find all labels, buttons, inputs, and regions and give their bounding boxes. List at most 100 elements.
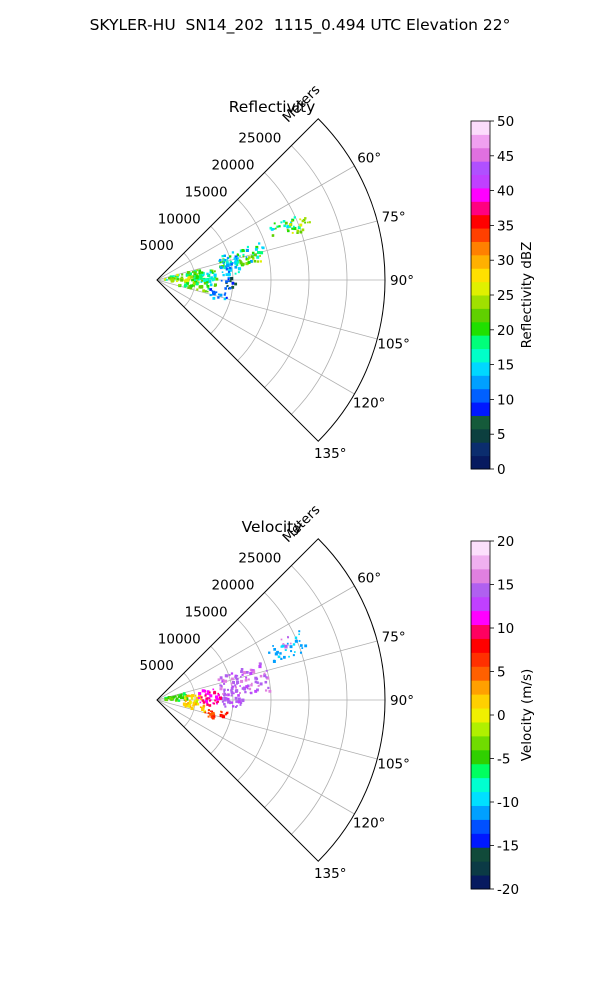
radar-gate xyxy=(247,258,250,261)
radar-gate xyxy=(191,278,194,282)
theta-tick-label: 90° xyxy=(390,273,414,289)
radar-gate xyxy=(291,227,294,230)
radar-gate xyxy=(207,715,210,718)
radar-gate xyxy=(209,271,212,274)
radar-gate xyxy=(206,690,210,693)
radar-gate xyxy=(273,648,277,651)
colorbar-segment xyxy=(471,763,490,779)
data-cells xyxy=(164,216,311,301)
radar-gate xyxy=(272,660,276,663)
radar-gate xyxy=(236,260,239,263)
radar-gate xyxy=(180,278,184,282)
radar-gate xyxy=(229,255,232,258)
radar-gate xyxy=(181,273,184,276)
radar-gate xyxy=(258,664,262,669)
radar-gate xyxy=(177,278,180,281)
range-ring xyxy=(210,645,234,755)
radar-gate xyxy=(176,280,178,283)
colorbar-segment xyxy=(471,819,490,834)
radar-gate xyxy=(194,702,197,706)
radar-gate xyxy=(198,273,201,275)
radar-gate xyxy=(236,253,239,256)
radar-gate xyxy=(192,283,195,287)
radar-gate xyxy=(267,686,270,690)
radar-gate xyxy=(231,692,233,695)
radar-gate xyxy=(287,636,290,639)
radar-gate xyxy=(203,689,207,693)
radar-gate xyxy=(211,277,216,281)
radar-gate xyxy=(235,677,239,681)
radar-gate xyxy=(208,704,212,707)
radar-gate xyxy=(228,286,232,290)
radar-gate xyxy=(168,696,172,700)
colorbar-segment xyxy=(471,749,490,765)
radar-gate xyxy=(196,702,200,706)
colorbar-tick-label: 10 xyxy=(497,392,514,408)
radar-gate xyxy=(227,278,230,281)
radar-gate xyxy=(290,220,293,223)
radar-gate xyxy=(178,283,181,287)
radar-gate xyxy=(216,702,218,705)
radar-gate xyxy=(187,702,190,705)
radar-gate xyxy=(206,283,208,286)
theta-tick-label: 135° xyxy=(314,866,347,882)
radar-gate xyxy=(239,685,241,687)
radar-gate xyxy=(266,676,270,680)
radar-gate xyxy=(227,700,231,704)
radar-gate xyxy=(276,225,279,228)
colorbar-segment xyxy=(471,388,490,403)
radar-gate xyxy=(234,674,237,677)
figure-title: SKYLER-HU SN14_202 1115_0.494 UTC Elevat… xyxy=(89,16,511,34)
radar-gate xyxy=(196,273,199,276)
radar-gate xyxy=(247,260,251,264)
radar-gate xyxy=(193,270,196,272)
radar-gate xyxy=(241,698,245,703)
panel-title: Reflectivity xyxy=(229,98,316,116)
radar-gate xyxy=(288,224,292,228)
radar-gate xyxy=(251,251,255,255)
radar-gate xyxy=(234,259,238,262)
radar-gate xyxy=(218,696,222,700)
colorbar-segment xyxy=(471,666,490,681)
radar-gate xyxy=(287,644,290,647)
radar-gate xyxy=(239,692,241,695)
radar-gate xyxy=(183,698,186,701)
radar-gate xyxy=(219,687,223,691)
radar-gate xyxy=(293,216,296,219)
colorbar-segment xyxy=(471,161,490,176)
radar-gate xyxy=(254,689,258,693)
data-cells xyxy=(164,630,308,720)
colorbar-segment xyxy=(471,541,490,556)
radar-gate xyxy=(294,639,298,643)
radar-gate xyxy=(169,275,173,279)
radar-gate xyxy=(199,276,203,280)
radar-gate xyxy=(209,294,212,297)
radar-gate xyxy=(230,672,234,675)
radar-gate xyxy=(303,218,306,222)
radar-gate xyxy=(219,261,222,264)
radar-gate xyxy=(192,701,196,705)
radar-gate xyxy=(261,246,265,250)
radar-gate xyxy=(185,284,188,287)
radar-gate xyxy=(240,675,242,678)
radar-gate xyxy=(250,255,254,259)
colorbar-tick-label: 5 xyxy=(497,427,506,443)
radar-gate xyxy=(234,282,238,286)
radar-gate xyxy=(210,276,213,279)
radar-gate xyxy=(280,657,283,660)
radar-gate xyxy=(220,279,223,282)
radar-gate xyxy=(272,645,274,647)
radar-gate xyxy=(273,222,276,225)
radar-gate xyxy=(222,273,225,277)
radar-gate xyxy=(228,266,232,270)
radar-gate xyxy=(259,260,262,263)
radar-gate xyxy=(255,245,259,249)
radar-gate xyxy=(240,670,243,673)
colorbar-segment xyxy=(471,228,490,242)
radar-gate xyxy=(230,270,232,272)
radar-gate xyxy=(299,223,303,227)
radar-gate xyxy=(268,651,271,654)
radar-gate xyxy=(227,688,230,691)
radar-gate xyxy=(239,260,242,263)
colorbar-segment xyxy=(471,361,490,376)
